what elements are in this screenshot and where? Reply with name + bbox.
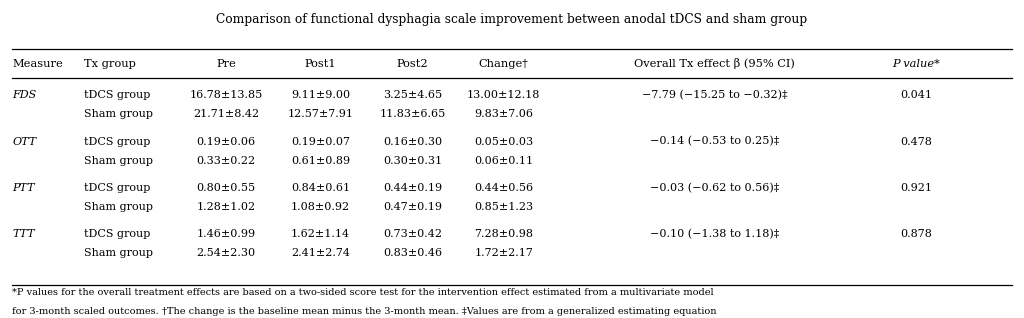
Text: Pre: Pre [216, 59, 237, 69]
Text: Post2: Post2 [397, 59, 428, 69]
Text: 0.44±0.19: 0.44±0.19 [383, 183, 442, 193]
Text: Change†: Change† [479, 59, 528, 69]
Text: tDCS group: tDCS group [84, 183, 151, 193]
Text: 0.85±1.23: 0.85±1.23 [474, 202, 534, 212]
Text: 0.47±0.19: 0.47±0.19 [383, 202, 442, 212]
Text: −0.14 (−0.53 to 0.25)‡: −0.14 (−0.53 to 0.25)‡ [650, 136, 779, 147]
Text: P value*: P value* [893, 59, 940, 69]
Text: 0.83±0.46: 0.83±0.46 [383, 248, 442, 258]
Text: 1.46±0.99: 1.46±0.99 [197, 229, 256, 239]
Text: 1.28±1.02: 1.28±1.02 [197, 202, 256, 212]
Text: 7.28±0.98: 7.28±0.98 [474, 229, 534, 239]
Text: *P values for the overall treatment effects are based on a two-sided score test : *P values for the overall treatment effe… [12, 288, 714, 297]
Text: FDS: FDS [12, 90, 37, 100]
Text: 0.80±0.55: 0.80±0.55 [197, 183, 256, 193]
Text: OTT: OTT [12, 136, 37, 147]
Text: 9.11±9.00: 9.11±9.00 [291, 90, 350, 100]
Text: 0.478: 0.478 [900, 136, 933, 147]
Text: Overall Tx effect β (95% CI): Overall Tx effect β (95% CI) [634, 58, 796, 69]
Text: 0.44±0.56: 0.44±0.56 [474, 183, 534, 193]
Text: Comparison of functional dysphagia scale improvement between anodal tDCS and sha: Comparison of functional dysphagia scale… [216, 13, 808, 26]
Text: 0.19±0.07: 0.19±0.07 [291, 136, 350, 147]
Text: Sham group: Sham group [84, 156, 153, 166]
Text: for 3-month scaled outcomes. †The change is the baseline mean minus the 3-month : for 3-month scaled outcomes. †The change… [12, 307, 717, 316]
Text: 0.16±0.30: 0.16±0.30 [383, 136, 442, 147]
Text: tDCS group: tDCS group [84, 229, 151, 239]
Text: tDCS group: tDCS group [84, 90, 151, 100]
Text: 0.73±0.42: 0.73±0.42 [383, 229, 442, 239]
Text: −0.10 (−1.38 to 1.18)‡: −0.10 (−1.38 to 1.18)‡ [650, 229, 779, 239]
Text: Sham group: Sham group [84, 109, 153, 120]
Text: 0.878: 0.878 [900, 229, 933, 239]
Text: 1.08±0.92: 1.08±0.92 [291, 202, 350, 212]
Text: −7.79 (−15.25 to −0.32)‡: −7.79 (−15.25 to −0.32)‡ [642, 90, 787, 100]
Text: Sham group: Sham group [84, 202, 153, 212]
Text: 13.00±12.18: 13.00±12.18 [467, 90, 541, 100]
Text: 2.41±2.74: 2.41±2.74 [291, 248, 350, 258]
Text: 9.83±7.06: 9.83±7.06 [474, 109, 534, 120]
Text: 3.25±4.65: 3.25±4.65 [383, 90, 442, 100]
Text: 1.72±2.17: 1.72±2.17 [474, 248, 534, 258]
Text: 11.83±6.65: 11.83±6.65 [380, 109, 445, 120]
Text: Tx group: Tx group [84, 59, 136, 69]
Text: 1.62±1.14: 1.62±1.14 [291, 229, 350, 239]
Text: 21.71±8.42: 21.71±8.42 [194, 109, 259, 120]
Text: PTT: PTT [12, 183, 35, 193]
Text: tDCS group: tDCS group [84, 136, 151, 147]
Text: 0.921: 0.921 [900, 183, 933, 193]
Text: Post1: Post1 [305, 59, 336, 69]
Text: 0.84±0.61: 0.84±0.61 [291, 183, 350, 193]
Text: 12.57±7.91: 12.57±7.91 [288, 109, 353, 120]
Text: Measure: Measure [12, 59, 63, 69]
Text: 0.05±0.03: 0.05±0.03 [474, 136, 534, 147]
Text: 0.61±0.89: 0.61±0.89 [291, 156, 350, 166]
Text: TTT: TTT [12, 229, 35, 239]
Text: 2.54±2.30: 2.54±2.30 [197, 248, 256, 258]
Text: 16.78±13.85: 16.78±13.85 [189, 90, 263, 100]
Text: Sham group: Sham group [84, 248, 153, 258]
Text: 0.30±0.31: 0.30±0.31 [383, 156, 442, 166]
Text: −0.03 (−0.62 to 0.56)‡: −0.03 (−0.62 to 0.56)‡ [650, 183, 779, 193]
Text: 0.041: 0.041 [900, 90, 933, 100]
Text: 0.06±0.11: 0.06±0.11 [474, 156, 534, 166]
Text: 0.33±0.22: 0.33±0.22 [197, 156, 256, 166]
Text: 0.19±0.06: 0.19±0.06 [197, 136, 256, 147]
